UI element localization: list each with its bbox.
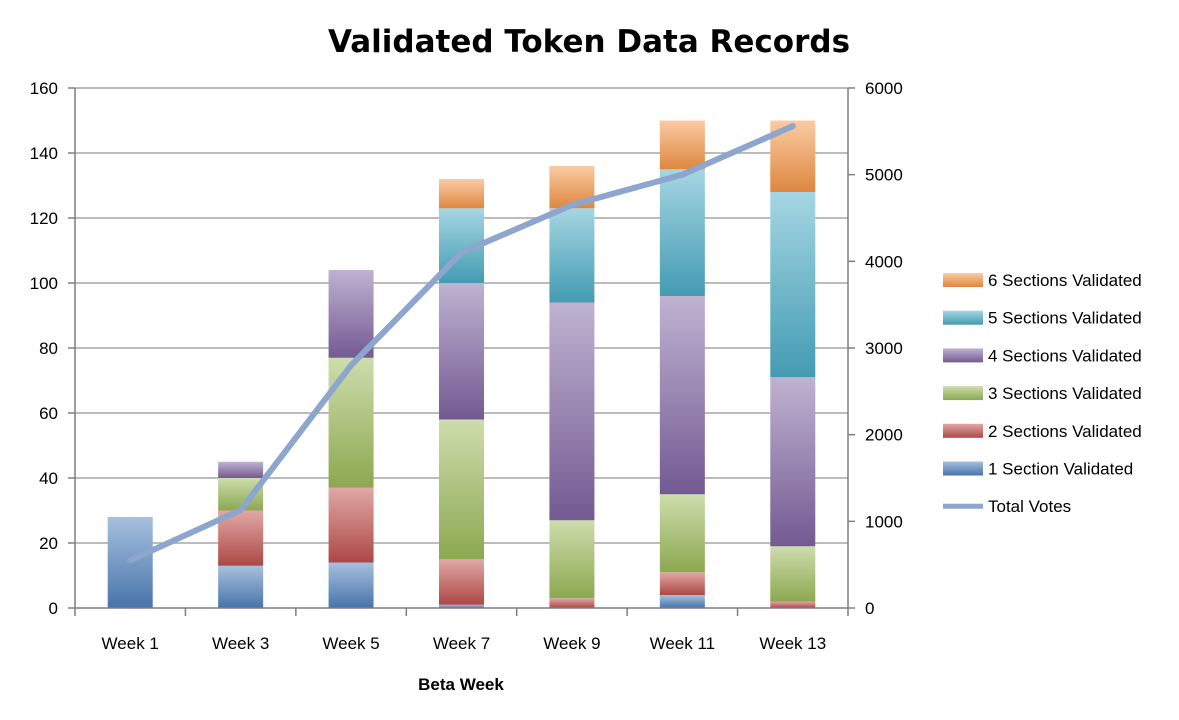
bar-segment: [549, 598, 595, 608]
bar-segment: [439, 179, 484, 209]
y-tick-label: 40: [39, 469, 58, 488]
y2-tick-label: 4000: [865, 252, 903, 271]
total-votes-line: [127, 123, 796, 564]
x-tick-label: Week 1: [102, 634, 159, 653]
bar-segment: [328, 562, 374, 608]
x-tick-label: Week 9: [543, 634, 600, 653]
bar-segment: [218, 461, 264, 478]
y2-tick-label: 1000: [865, 512, 903, 531]
x-tick-label: Week 13: [759, 634, 826, 653]
line-series: [127, 123, 796, 564]
bar-segment: [549, 520, 595, 599]
legend-label: 4 Sections Validated: [988, 346, 1142, 365]
legend-swatch: [943, 386, 983, 401]
y2-tick-label: 6000: [865, 79, 903, 98]
y-tick-label: 100: [30, 274, 58, 293]
legend-swatch: [943, 310, 983, 325]
legend-swatch: [943, 461, 983, 476]
bar-segment: [549, 302, 595, 521]
y-tick-label: 20: [39, 534, 58, 553]
y2-tick-label: 2000: [865, 426, 903, 445]
bar-segment: [659, 494, 705, 573]
y-tick-label: 160: [30, 79, 58, 98]
bar-segment: [659, 169, 705, 296]
bar-segment: [439, 419, 484, 560]
x-tick-label: Week 7: [433, 634, 490, 653]
bar-segment: [439, 604, 484, 608]
bar-segment: [218, 565, 264, 608]
bar-segment: [549, 208, 595, 303]
bar-segment: [770, 601, 816, 608]
axes: [68, 87, 855, 616]
y-tick-label: 120: [30, 209, 58, 228]
bar-segment: [328, 357, 374, 488]
y-tick-labels: 0 20 40 60 80 100 120 140 160: [30, 79, 58, 618]
bar-segment: [770, 377, 816, 547]
legend-label: 3 Sections Validated: [988, 384, 1142, 403]
x-tick-label: Week 5: [322, 634, 379, 653]
y-tick-label: 140: [30, 144, 58, 163]
x-tick-label: Week 11: [650, 634, 716, 653]
x-tick-labels: Week 1 Week 3 Week 5 Week 7 Week 9 Week 11 Wee…: [102, 634, 827, 653]
y-tick-label: 0: [49, 599, 58, 618]
legend-swatch: [943, 273, 983, 287]
bar-segment: [328, 487, 374, 563]
bar-segment: [659, 595, 705, 608]
x-axis-label: Beta Week: [418, 675, 504, 694]
y2-tick-label: 5000: [865, 166, 903, 185]
bar-segment: [659, 572, 705, 595]
y2-tick-label: 3000: [865, 339, 903, 358]
y2-tick-label: 0: [865, 599, 874, 618]
bar-segment: [659, 296, 705, 495]
legend-label: 1 Section Validated: [988, 460, 1133, 479]
x-tick-label: Week 3: [212, 634, 269, 653]
chart-title: Validated Token Data Records: [328, 24, 850, 60]
y2-tick-labels: 0 1000 2000 3000 4000 5000 6000: [865, 79, 903, 618]
legend-swatch: [943, 348, 983, 363]
legend-label: 6 Sections Validated: [988, 271, 1142, 290]
y-tick-label: 60: [39, 404, 58, 423]
bar-segment: [439, 559, 484, 605]
bar-segment: [659, 120, 705, 170]
bar-segment: [770, 192, 816, 378]
y-tick-label: 80: [39, 339, 58, 358]
legend: 6 Sections Validated 5 Sections Validated…: [943, 271, 1142, 516]
legend-label: 5 Sections Validated: [988, 309, 1142, 328]
legend-swatch: [943, 423, 983, 438]
bars: [107, 120, 816, 608]
bar-segment: [328, 270, 374, 358]
bar-segment: [770, 546, 816, 602]
bar-segment: [439, 283, 484, 420]
legend-label: 2 Sections Validated: [988, 422, 1142, 441]
legend-label: Total Votes: [988, 497, 1071, 516]
